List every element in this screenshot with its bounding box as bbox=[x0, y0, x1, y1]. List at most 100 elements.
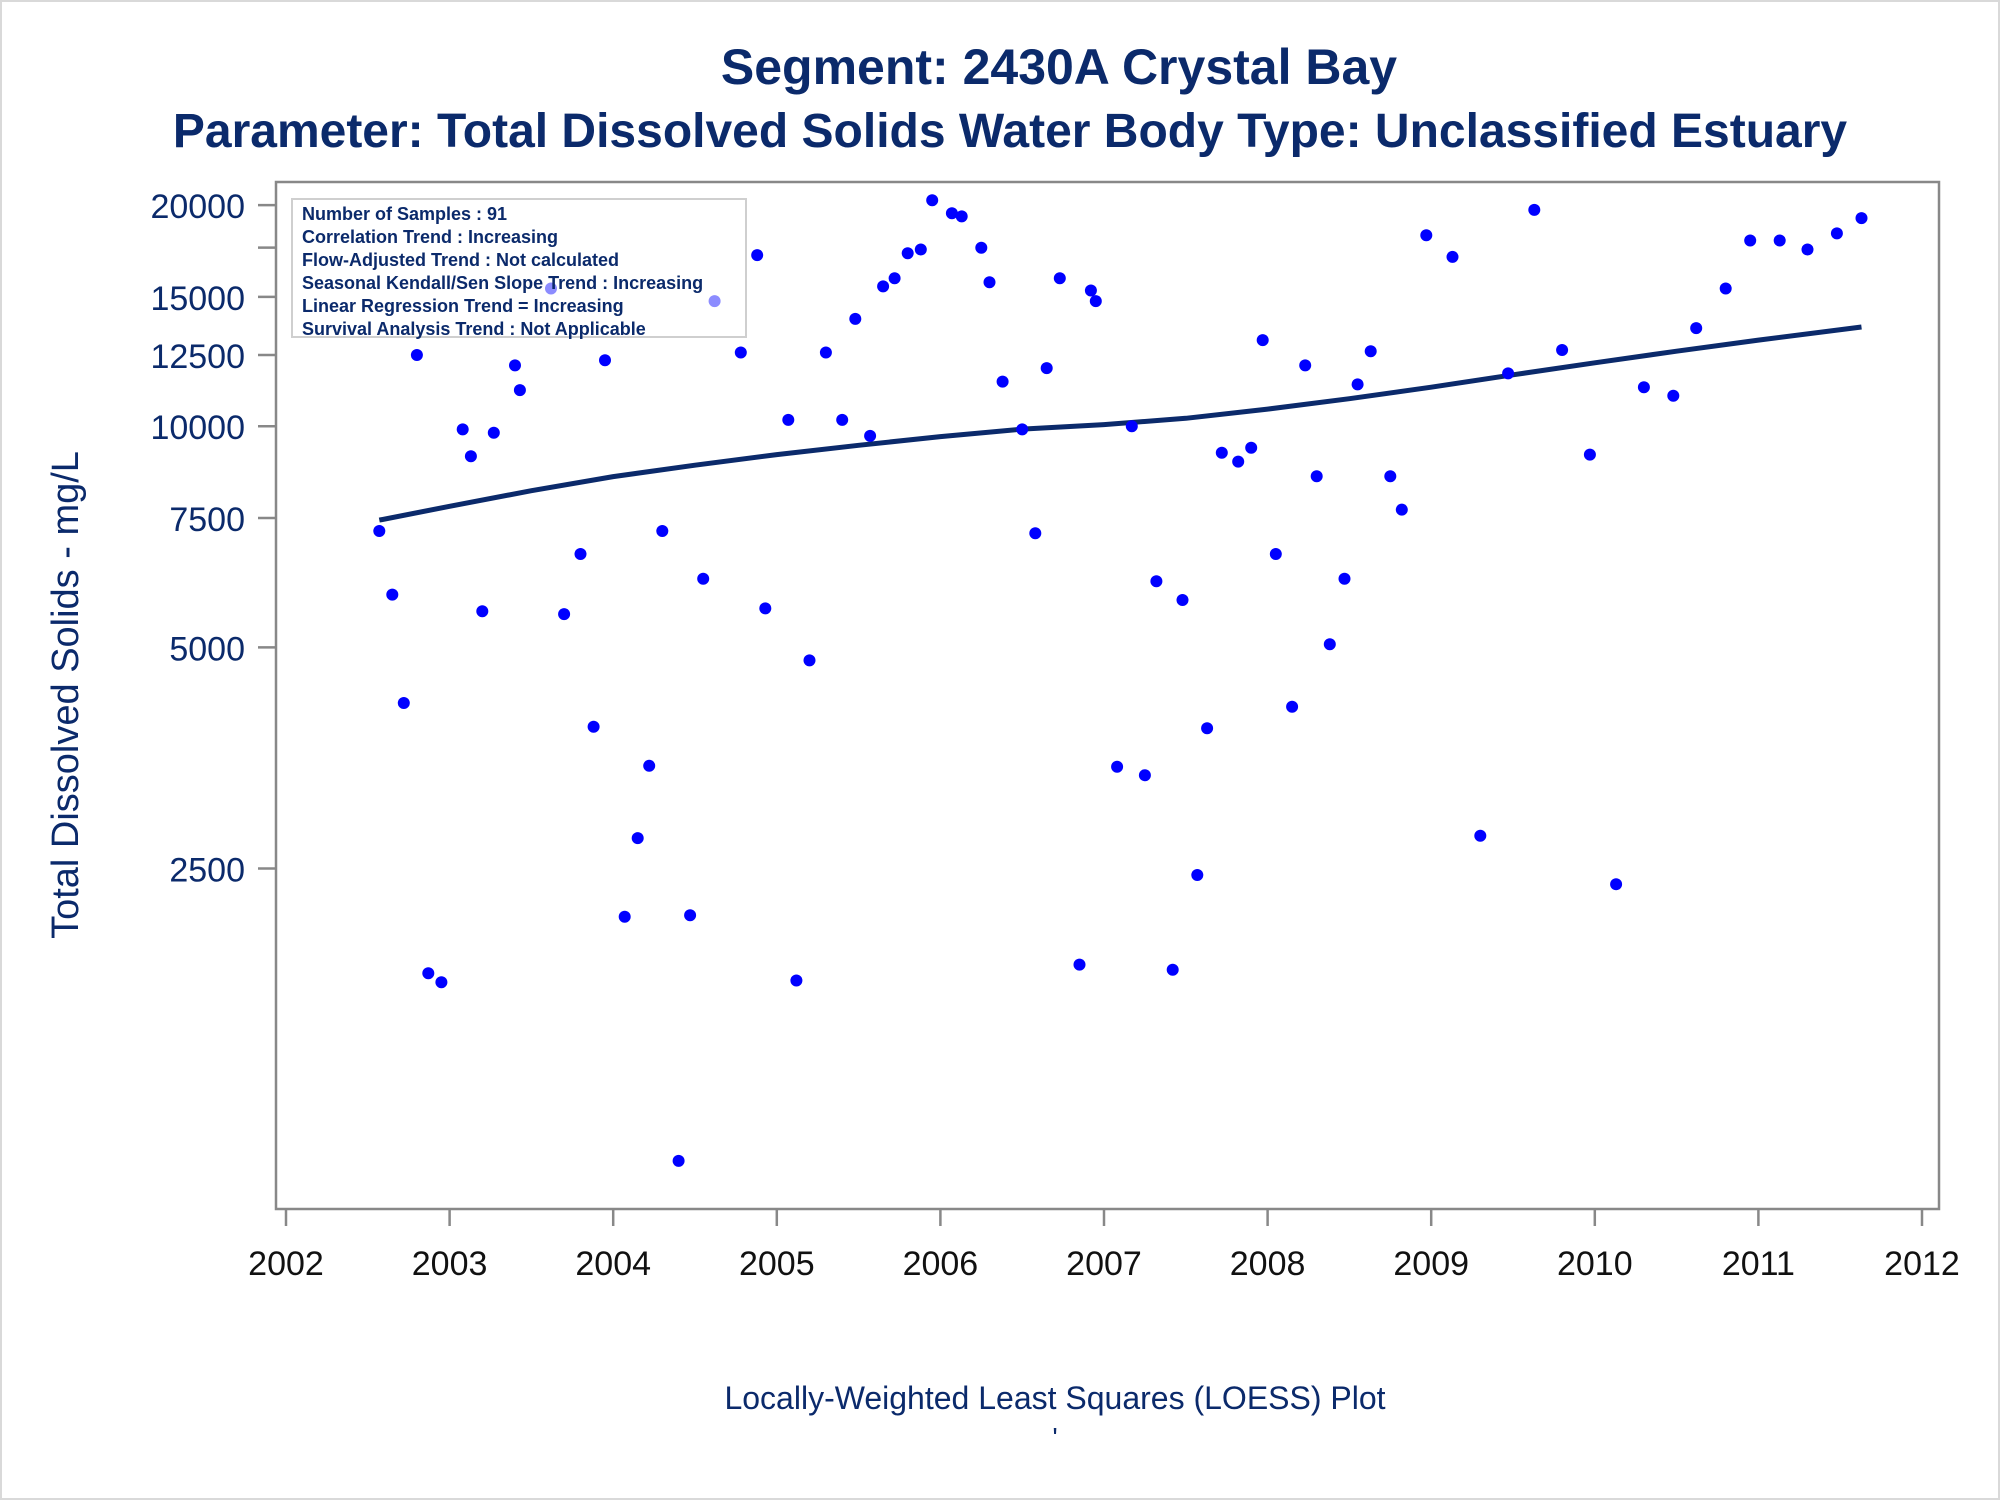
data-point bbox=[373, 525, 386, 537]
stats-line-flow-adjusted: Flow-Adjusted Trend : Not calculated bbox=[302, 250, 620, 270]
data-point bbox=[618, 910, 631, 923]
data-point bbox=[422, 967, 435, 980]
data-point bbox=[734, 346, 747, 359]
data-point bbox=[386, 588, 399, 601]
data-point bbox=[1583, 448, 1596, 461]
stats-line-correlation: Correlation Trend : Increasing bbox=[302, 227, 559, 247]
data-point bbox=[759, 602, 772, 615]
x-tick-label: 2003 bbox=[412, 1245, 488, 1283]
data-point bbox=[1040, 362, 1053, 375]
x-tick-label: 2008 bbox=[1230, 1245, 1306, 1283]
data-point bbox=[1667, 389, 1680, 402]
data-point bbox=[1245, 441, 1258, 454]
data-point bbox=[751, 249, 764, 262]
data-point bbox=[782, 413, 795, 426]
data-point bbox=[864, 429, 877, 442]
data-point bbox=[1286, 700, 1299, 713]
data-point bbox=[1610, 878, 1623, 891]
data-point bbox=[1299, 359, 1312, 372]
data-point bbox=[599, 354, 611, 367]
data-point bbox=[983, 276, 996, 289]
data-point bbox=[1138, 769, 1151, 782]
data-point bbox=[1395, 503, 1408, 516]
data-point bbox=[697, 572, 710, 585]
y-tick-label: 2500 bbox=[169, 852, 245, 890]
data-point bbox=[1084, 284, 1097, 297]
loess-line-group bbox=[378, 324, 1862, 523]
y-tick-label: 12500 bbox=[150, 338, 245, 376]
data-point bbox=[849, 312, 862, 325]
data-point bbox=[836, 413, 849, 426]
data-point bbox=[1150, 575, 1163, 588]
data-point bbox=[1125, 420, 1138, 433]
data-point bbox=[1719, 282, 1732, 295]
y-axis-label: Total Dissolved Solids - mg/L bbox=[45, 451, 87, 939]
y-tick-label: 5000 bbox=[169, 630, 245, 668]
y-axis: 2500 5000 7500 10000 12500 15000 20000 bbox=[150, 188, 276, 890]
data-point bbox=[464, 450, 477, 463]
stats-line-survival-analysis: Survival Analysis Trend : Not Applicable bbox=[302, 319, 646, 339]
data-point bbox=[1690, 322, 1703, 335]
data-point bbox=[877, 280, 890, 293]
data-point bbox=[1323, 638, 1336, 651]
y-tick-label: 15000 bbox=[150, 280, 245, 318]
data-point bbox=[819, 346, 832, 359]
data-point bbox=[1351, 378, 1364, 391]
data-point bbox=[1191, 869, 1204, 881]
stats-line-samples: Number of Samples : 91 bbox=[302, 204, 508, 224]
data-point bbox=[996, 375, 1009, 388]
data-point bbox=[1830, 227, 1843, 240]
data-point bbox=[684, 909, 697, 922]
data-point bbox=[1637, 381, 1650, 394]
data-point bbox=[435, 976, 448, 989]
data-point bbox=[1089, 295, 1102, 308]
data-point bbox=[1420, 229, 1433, 242]
data-point bbox=[803, 654, 816, 667]
data-point bbox=[397, 697, 410, 709]
plot-area-border bbox=[274, 180, 1941, 1211]
data-point bbox=[1176, 594, 1189, 606]
data-point bbox=[1016, 423, 1029, 436]
data-point bbox=[487, 426, 500, 439]
data-point bbox=[513, 384, 526, 397]
data-point bbox=[574, 548, 587, 560]
data-point bbox=[955, 210, 968, 223]
data-point bbox=[1256, 334, 1269, 347]
x-tick-label: 2004 bbox=[575, 1245, 651, 1283]
data-point bbox=[509, 359, 521, 372]
data-point bbox=[631, 832, 644, 845]
data-point bbox=[975, 241, 988, 254]
data-point bbox=[1446, 250, 1459, 263]
y-tick-label: 10000 bbox=[150, 409, 245, 447]
data-point bbox=[456, 423, 469, 436]
data-point bbox=[1528, 203, 1541, 216]
x-tick-label: 2002 bbox=[248, 1245, 324, 1283]
data-point bbox=[1215, 446, 1228, 459]
data-point bbox=[1474, 829, 1487, 842]
x-tick-label: 2007 bbox=[1066, 1245, 1142, 1283]
data-point bbox=[558, 608, 571, 621]
x-tick-label: 2010 bbox=[1557, 1245, 1633, 1283]
footnote-mark: ' bbox=[1052, 1422, 1058, 1453]
data-point bbox=[945, 207, 958, 220]
data-point bbox=[1556, 344, 1569, 356]
stats-line-linear-regression: Linear Regression Trend = Increasing bbox=[302, 296, 624, 316]
chart-subtitle: Parameter: Total Dissolved Solids Water … bbox=[172, 105, 1848, 158]
data-point bbox=[888, 272, 901, 285]
x-axis: 2002 2003 2004 2005 2006 2007 2008 2009 2010 2011… bbox=[248, 1209, 1960, 1283]
x-tick-label: 2011 bbox=[1722, 1245, 1795, 1283]
data-point bbox=[672, 1154, 685, 1167]
chart-title: Segment: 2430A Crystal Bay bbox=[720, 39, 1398, 95]
data-point bbox=[1310, 470, 1323, 483]
chart-footnote: Locally-Weighted Least Squares (LOESS) P… bbox=[724, 1380, 1386, 1416]
data-point bbox=[410, 349, 423, 361]
data-point bbox=[476, 605, 489, 618]
data-point bbox=[1773, 234, 1786, 247]
data-point bbox=[1232, 455, 1245, 468]
data-point bbox=[1744, 234, 1757, 247]
data-point bbox=[1029, 527, 1042, 540]
data-point bbox=[656, 525, 669, 537]
data-point bbox=[1053, 272, 1066, 285]
